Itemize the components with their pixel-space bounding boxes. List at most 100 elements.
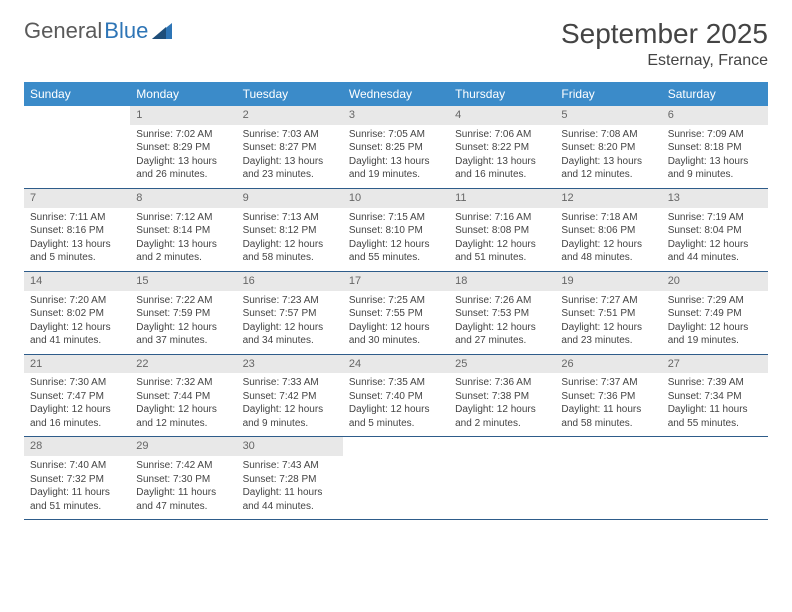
sunset-text: Sunset: 8:14 PM	[136, 224, 230, 238]
daylight-text: Daylight: 12 hours and 2 minutes.	[455, 403, 549, 430]
daylight-text: Daylight: 13 hours and 16 minutes.	[455, 155, 549, 182]
day-cell: 17Sunrise: 7:25 AMSunset: 7:55 PMDayligh…	[343, 271, 449, 354]
sunset-text: Sunset: 8:16 PM	[30, 224, 124, 238]
day-cell: 26Sunrise: 7:37 AMSunset: 7:36 PMDayligh…	[555, 354, 661, 437]
daylight-text: Daylight: 12 hours and 5 minutes.	[349, 403, 443, 430]
day-number: 23	[237, 355, 343, 374]
calendar-week-row: 28Sunrise: 7:40 AMSunset: 7:32 PMDayligh…	[24, 437, 768, 520]
daylight-text: Daylight: 12 hours and 30 minutes.	[349, 321, 443, 348]
sunrise-text: Sunrise: 7:06 AM	[455, 128, 549, 142]
day-number: 25	[449, 355, 555, 374]
day-number: 9	[237, 189, 343, 208]
day-content: Sunrise: 7:20 AMSunset: 8:02 PMDaylight:…	[24, 291, 130, 354]
sunset-text: Sunset: 8:02 PM	[30, 307, 124, 321]
sunrise-text: Sunrise: 7:42 AM	[136, 459, 230, 473]
day-number: 22	[130, 355, 236, 374]
sunset-text: Sunset: 8:06 PM	[561, 224, 655, 238]
sunset-text: Sunset: 7:32 PM	[30, 473, 124, 487]
sunrise-text: Sunrise: 7:12 AM	[136, 211, 230, 225]
day-number: 28	[24, 437, 130, 456]
day-content: Sunrise: 7:27 AMSunset: 7:51 PMDaylight:…	[555, 291, 661, 354]
day-content: Sunrise: 7:23 AMSunset: 7:57 PMDaylight:…	[237, 291, 343, 354]
day-content: Sunrise: 7:03 AMSunset: 8:27 PMDaylight:…	[237, 125, 343, 188]
day-content	[24, 110, 130, 172]
day-number: 18	[449, 272, 555, 291]
sunset-text: Sunset: 8:29 PM	[136, 141, 230, 155]
day-cell	[555, 437, 661, 520]
day-number: 11	[449, 189, 555, 208]
logo-text-general: General	[24, 18, 102, 44]
sunset-text: Sunset: 8:12 PM	[243, 224, 337, 238]
sunrise-text: Sunrise: 7:20 AM	[30, 294, 124, 308]
day-content: Sunrise: 7:19 AMSunset: 8:04 PMDaylight:…	[662, 208, 768, 271]
calendar-week-row: 21Sunrise: 7:30 AMSunset: 7:47 PMDayligh…	[24, 354, 768, 437]
day-content	[555, 441, 661, 503]
day-cell: 5Sunrise: 7:08 AMSunset: 8:20 PMDaylight…	[555, 106, 661, 188]
day-number: 29	[130, 437, 236, 456]
sunset-text: Sunset: 7:40 PM	[349, 390, 443, 404]
day-number: 19	[555, 272, 661, 291]
month-title: September 2025	[561, 18, 768, 50]
day-number: 20	[662, 272, 768, 291]
day-number: 21	[24, 355, 130, 374]
daylight-text: Daylight: 13 hours and 23 minutes.	[243, 155, 337, 182]
sunrise-text: Sunrise: 7:40 AM	[30, 459, 124, 473]
day-content	[662, 441, 768, 503]
day-number: 16	[237, 272, 343, 291]
daylight-text: Daylight: 11 hours and 44 minutes.	[243, 486, 337, 513]
day-content: Sunrise: 7:37 AMSunset: 7:36 PMDaylight:…	[555, 373, 661, 436]
day-cell: 22Sunrise: 7:32 AMSunset: 7:44 PMDayligh…	[130, 354, 236, 437]
logo-triangle-icon	[152, 23, 172, 39]
day-content: Sunrise: 7:25 AMSunset: 7:55 PMDaylight:…	[343, 291, 449, 354]
calendar-week-row: 14Sunrise: 7:20 AMSunset: 8:02 PMDayligh…	[24, 271, 768, 354]
day-cell: 9Sunrise: 7:13 AMSunset: 8:12 PMDaylight…	[237, 188, 343, 271]
day-cell: 3Sunrise: 7:05 AMSunset: 8:25 PMDaylight…	[343, 106, 449, 188]
sunrise-text: Sunrise: 7:11 AM	[30, 211, 124, 225]
day-cell: 13Sunrise: 7:19 AMSunset: 8:04 PMDayligh…	[662, 188, 768, 271]
sunrise-text: Sunrise: 7:09 AM	[668, 128, 762, 142]
weekday-header: Wednesday	[343, 82, 449, 106]
sunset-text: Sunset: 8:27 PM	[243, 141, 337, 155]
day-number: 14	[24, 272, 130, 291]
daylight-text: Daylight: 11 hours and 58 minutes.	[561, 403, 655, 430]
day-content: Sunrise: 7:32 AMSunset: 7:44 PMDaylight:…	[130, 373, 236, 436]
day-number: 3	[343, 106, 449, 125]
daylight-text: Daylight: 12 hours and 48 minutes.	[561, 238, 655, 265]
weekday-header: Saturday	[662, 82, 768, 106]
daylight-text: Daylight: 12 hours and 9 minutes.	[243, 403, 337, 430]
day-cell	[343, 437, 449, 520]
sunrise-text: Sunrise: 7:39 AM	[668, 376, 762, 390]
daylight-text: Daylight: 12 hours and 58 minutes.	[243, 238, 337, 265]
day-cell	[24, 106, 130, 188]
sunrise-text: Sunrise: 7:29 AM	[668, 294, 762, 308]
daylight-text: Daylight: 11 hours and 47 minutes.	[136, 486, 230, 513]
day-cell: 14Sunrise: 7:20 AMSunset: 8:02 PMDayligh…	[24, 271, 130, 354]
day-content: Sunrise: 7:29 AMSunset: 7:49 PMDaylight:…	[662, 291, 768, 354]
day-cell: 27Sunrise: 7:39 AMSunset: 7:34 PMDayligh…	[662, 354, 768, 437]
daylight-text: Daylight: 12 hours and 19 minutes.	[668, 321, 762, 348]
day-cell: 25Sunrise: 7:36 AMSunset: 7:38 PMDayligh…	[449, 354, 555, 437]
sunrise-text: Sunrise: 7:23 AM	[243, 294, 337, 308]
day-number: 10	[343, 189, 449, 208]
sunrise-text: Sunrise: 7:22 AM	[136, 294, 230, 308]
day-cell: 15Sunrise: 7:22 AMSunset: 7:59 PMDayligh…	[130, 271, 236, 354]
weekday-header: Thursday	[449, 82, 555, 106]
sunrise-text: Sunrise: 7:25 AM	[349, 294, 443, 308]
daylight-text: Daylight: 13 hours and 12 minutes.	[561, 155, 655, 182]
sunset-text: Sunset: 7:51 PM	[561, 307, 655, 321]
sunrise-text: Sunrise: 7:15 AM	[349, 211, 443, 225]
day-number: 5	[555, 106, 661, 125]
day-content	[343, 441, 449, 503]
daylight-text: Daylight: 13 hours and 26 minutes.	[136, 155, 230, 182]
daylight-text: Daylight: 11 hours and 51 minutes.	[30, 486, 124, 513]
calendar-table: SundayMondayTuesdayWednesdayThursdayFrid…	[24, 82, 768, 520]
day-cell: 23Sunrise: 7:33 AMSunset: 7:42 PMDayligh…	[237, 354, 343, 437]
day-number: 7	[24, 189, 130, 208]
sunrise-text: Sunrise: 7:33 AM	[243, 376, 337, 390]
day-content: Sunrise: 7:39 AMSunset: 7:34 PMDaylight:…	[662, 373, 768, 436]
day-content: Sunrise: 7:33 AMSunset: 7:42 PMDaylight:…	[237, 373, 343, 436]
sunset-text: Sunset: 8:08 PM	[455, 224, 549, 238]
sunset-text: Sunset: 8:25 PM	[349, 141, 443, 155]
day-content: Sunrise: 7:42 AMSunset: 7:30 PMDaylight:…	[130, 456, 236, 519]
day-cell: 29Sunrise: 7:42 AMSunset: 7:30 PMDayligh…	[130, 437, 236, 520]
